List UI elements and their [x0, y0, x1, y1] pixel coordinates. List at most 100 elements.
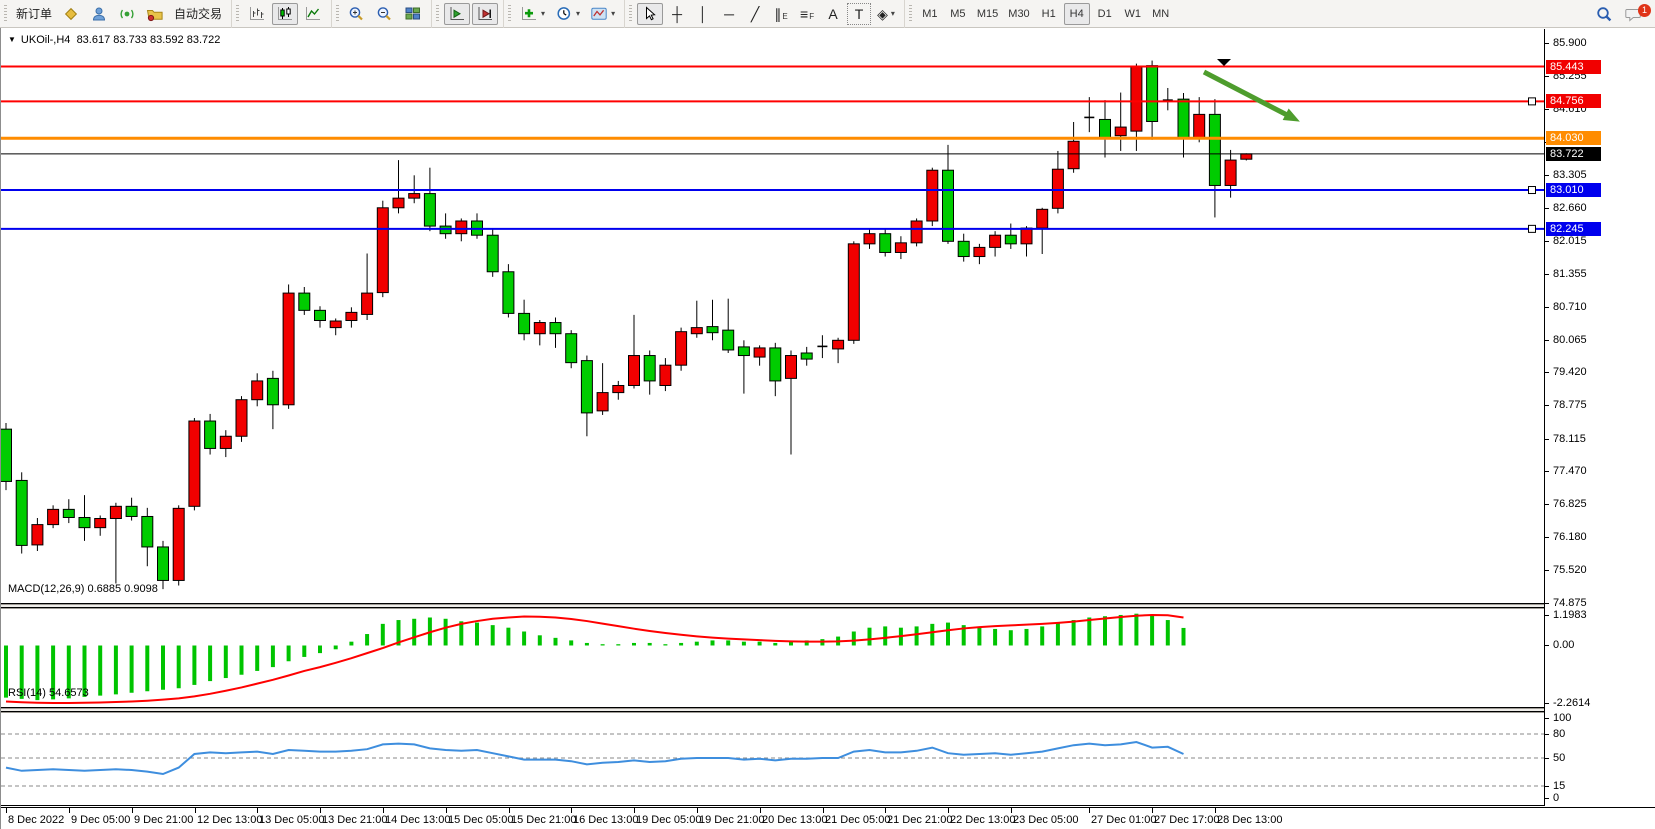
chart-window[interactable]: 85.90085.25584.61083.95583.30582.66082.0…: [0, 28, 1655, 829]
bear-candle: [439, 225, 452, 235]
time-axis-tick: [257, 808, 258, 813]
bar-chart-icon[interactable]: [244, 3, 270, 25]
dropdown-caret-icon[interactable]: ▾: [576, 9, 581, 18]
add-indicator-icon[interactable]: ▾: [516, 3, 549, 25]
price-tick-label-rsi: 100: [1553, 712, 1572, 724]
axis-tick: [1545, 645, 1549, 646]
pane-splitter[interactable]: [1, 708, 1655, 713]
bull-candle: [282, 292, 295, 406]
axis-tick: [1545, 703, 1549, 704]
arrows-shapes-icon[interactable]: ◈ ▾: [873, 3, 899, 25]
signal-icon[interactable]: [114, 3, 140, 25]
bear-candle: [580, 360, 593, 414]
bull-candle: [235, 399, 248, 437]
bear-candle: [1099, 118, 1111, 139]
chart-shift-icon[interactable]: [472, 2, 499, 25]
period-clock-icon[interactable]: ▾: [551, 3, 584, 25]
axis-tick: [1545, 405, 1549, 406]
time-axis-label: 14 Dec 13:00: [385, 814, 451, 826]
price-tick-label-macd: 1.1983: [1553, 609, 1587, 621]
arrows-shapes-icon-glyph: ◈: [877, 5, 888, 22]
tf-H4[interactable]: H4: [1063, 2, 1090, 25]
bull-candle: [1051, 168, 1064, 209]
text-label-icon[interactable]: T: [847, 2, 872, 25]
bear-candle: [769, 347, 782, 382]
line-edit-handle[interactable]: [1528, 97, 1536, 106]
tf-M30[interactable]: M30: [1004, 3, 1033, 25]
bear-candle: [502, 271, 515, 314]
price-axis[interactable]: 85.90085.25584.61083.95583.30582.66082.0…: [1544, 29, 1655, 806]
bull-candle: [973, 246, 986, 258]
equidistant-channel-icon[interactable]: ∥ E: [769, 3, 793, 25]
time-axis-label: 27 Dec 01:00: [1091, 814, 1157, 826]
new-order-button[interactable]: 新订单: [12, 3, 56, 25]
tf-W1[interactable]: W1: [1120, 3, 1146, 25]
auto-trading-button[interactable]: 自动交易: [170, 3, 226, 25]
price-tick-label: 78.775: [1553, 399, 1587, 411]
chevron-down-icon[interactable]: ▼: [8, 35, 16, 44]
template-icon[interactable]: ▾: [586, 3, 619, 25]
tf-MN[interactable]: MN: [1148, 3, 1174, 25]
bar-chart-icon-svg: [250, 6, 265, 20]
tf-M5[interactable]: M5: [945, 3, 971, 25]
trend-arrow-head[interactable]: [1282, 108, 1300, 122]
toolbar-right: 1: [1591, 3, 1655, 25]
text-tool-icon[interactable]: A: [821, 3, 845, 25]
zoom-out-icon[interactable]: [372, 3, 398, 25]
tf-D1[interactable]: D1: [1092, 3, 1118, 25]
time-axis-tick: [885, 808, 886, 813]
price-tick-label: 76.180: [1553, 531, 1587, 543]
dropdown-caret-icon[interactable]: ▾: [890, 9, 895, 18]
bull-candle: [785, 355, 797, 379]
time-axis-label: 9 Dec 05:00: [71, 814, 131, 826]
autotrade-folder-icon[interactable]: [142, 3, 168, 25]
line-chart-icon[interactable]: [300, 3, 326, 25]
price-chart-pane[interactable]: [1, 29, 1544, 604]
time-axis[interactable]: 8 Dec 2022 9 Dec 05:00 9 Dec 21:00 12 Dec 1…: [1, 807, 1655, 829]
bull-candle: [1036, 208, 1049, 229]
text-label-icon-glyph: T: [854, 5, 864, 22]
candlestick-chart-icon[interactable]: [272, 2, 299, 25]
pane-splitter[interactable]: [1, 604, 1655, 609]
tf-H1[interactable]: H1: [1036, 3, 1062, 25]
order-book-icon-svg: [64, 7, 78, 20]
dropdown-caret-icon[interactable]: ▾: [541, 9, 546, 18]
bull-candle: [847, 243, 860, 341]
profile-icon[interactable]: [86, 3, 112, 25]
time-axis-label: 15 Dec 05:00: [448, 814, 514, 826]
price-tick-label-macd: -2.2614: [1553, 697, 1591, 709]
vertical-line-icon[interactable]: │: [691, 3, 715, 25]
tf-M1[interactable]: M1: [917, 3, 943, 25]
zoom-in-icon[interactable]: [344, 3, 370, 25]
price-tick-label: 82.015: [1553, 235, 1587, 247]
time-axis-label: 16 Dec 13:00: [573, 814, 639, 826]
auto-scroll-icon[interactable]: [444, 2, 471, 25]
toolbar-group-timeframes: M1 M5 M15 M30 H1 H4 D1 W1 MN: [903, 0, 1179, 28]
bear-candle: [125, 505, 138, 517]
bear-candle: [314, 309, 326, 322]
axis-tick: [1545, 471, 1549, 472]
toolbar-group-trade: 新订单 自动交易: [0, 0, 231, 28]
cursor-icon[interactable]: [637, 2, 664, 25]
toolbar: 新订单 自动交易 ▾ ▾ ▾ ┼ │ ─ ╱ ∥ E ≡ F A T ◈ ▾ M1 M5 M15 M30 H1 H4 D1 W1…: [0, 0, 1655, 28]
bull-candle: [361, 292, 374, 315]
trendline-icon[interactable]: ╱: [743, 3, 767, 25]
auto-scroll-icon-svg: [450, 6, 465, 20]
zoom-in-icon-svg: [349, 6, 363, 20]
rsi-pane[interactable]: [1, 711, 1544, 806]
tf-M15[interactable]: M15: [973, 3, 1002, 25]
axis-tick: [1545, 615, 1549, 616]
horizontal-line-icon[interactable]: ─: [717, 3, 741, 25]
price-tick-label: 81.355: [1553, 268, 1587, 280]
crosshair-icon[interactable]: ┼: [665, 3, 689, 25]
dropdown-caret-icon[interactable]: ▾: [611, 9, 616, 18]
line-edit-handle[interactable]: [1528, 224, 1536, 233]
trend-arrow-annotation[interactable]: [1202, 69, 1293, 120]
bull-candle: [832, 339, 845, 350]
order-book-icon[interactable]: [58, 3, 84, 25]
fibonacci-icon[interactable]: ≡ F: [795, 3, 819, 25]
search-icon[interactable]: [1592, 3, 1618, 25]
line-edit-handle[interactable]: [1528, 186, 1536, 195]
macd-pane[interactable]: [1, 607, 1544, 708]
tile-windows-icon[interactable]: [400, 3, 426, 25]
